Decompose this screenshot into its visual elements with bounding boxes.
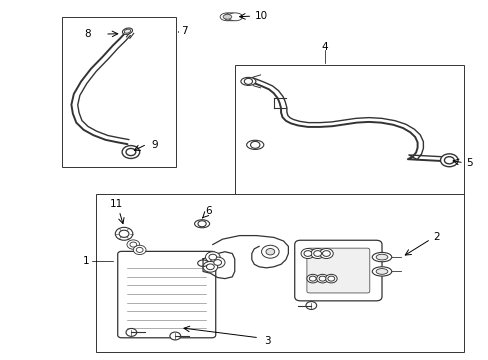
Circle shape (319, 248, 332, 258)
Circle shape (126, 148, 136, 156)
Ellipse shape (223, 14, 231, 19)
Circle shape (310, 248, 324, 258)
Circle shape (133, 245, 146, 255)
Circle shape (205, 252, 220, 262)
Circle shape (115, 227, 133, 240)
Circle shape (313, 251, 321, 256)
Circle shape (122, 145, 140, 158)
Ellipse shape (122, 28, 132, 34)
Bar (61, 17, 176, 167)
Text: 4: 4 (321, 42, 327, 52)
Circle shape (203, 261, 217, 272)
Ellipse shape (194, 220, 209, 228)
Ellipse shape (371, 267, 391, 276)
Circle shape (130, 242, 137, 247)
Text: 10: 10 (255, 11, 268, 21)
Text: 7: 7 (181, 26, 187, 36)
Text: 2: 2 (433, 232, 439, 242)
Circle shape (306, 274, 318, 283)
Circle shape (322, 251, 330, 256)
Text: 1: 1 (83, 256, 90, 266)
Circle shape (301, 248, 314, 258)
Circle shape (261, 245, 279, 258)
Circle shape (169, 332, 180, 340)
Bar (96, 194, 463, 352)
Circle shape (440, 154, 457, 167)
Circle shape (136, 247, 143, 252)
Circle shape (206, 264, 214, 270)
Ellipse shape (375, 269, 387, 274)
Ellipse shape (371, 252, 391, 262)
Text: 11: 11 (109, 199, 122, 210)
Circle shape (250, 141, 260, 148)
Ellipse shape (375, 254, 387, 260)
Bar (234, 65, 463, 202)
FancyBboxPatch shape (118, 251, 215, 338)
Ellipse shape (224, 13, 238, 21)
FancyBboxPatch shape (294, 240, 381, 301)
Circle shape (126, 328, 137, 336)
Circle shape (213, 260, 221, 265)
Text: 8: 8 (84, 29, 91, 39)
Ellipse shape (241, 77, 255, 85)
Circle shape (265, 248, 274, 255)
Circle shape (444, 157, 453, 164)
Circle shape (319, 276, 325, 281)
Circle shape (304, 251, 311, 256)
Circle shape (325, 274, 336, 283)
Circle shape (244, 78, 252, 84)
Text: 9: 9 (151, 140, 157, 150)
Text: 6: 6 (205, 206, 212, 216)
Circle shape (210, 257, 224, 268)
Circle shape (316, 274, 328, 283)
Circle shape (208, 254, 216, 260)
Circle shape (309, 276, 316, 281)
Circle shape (305, 302, 316, 310)
Text: 5: 5 (466, 158, 472, 168)
Circle shape (127, 240, 140, 249)
FancyBboxPatch shape (306, 248, 369, 293)
Ellipse shape (124, 29, 130, 33)
Ellipse shape (220, 13, 234, 21)
Circle shape (327, 276, 334, 281)
Text: 3: 3 (264, 336, 270, 346)
Ellipse shape (246, 140, 263, 149)
Ellipse shape (227, 13, 242, 21)
Circle shape (119, 230, 129, 237)
Circle shape (198, 221, 206, 227)
